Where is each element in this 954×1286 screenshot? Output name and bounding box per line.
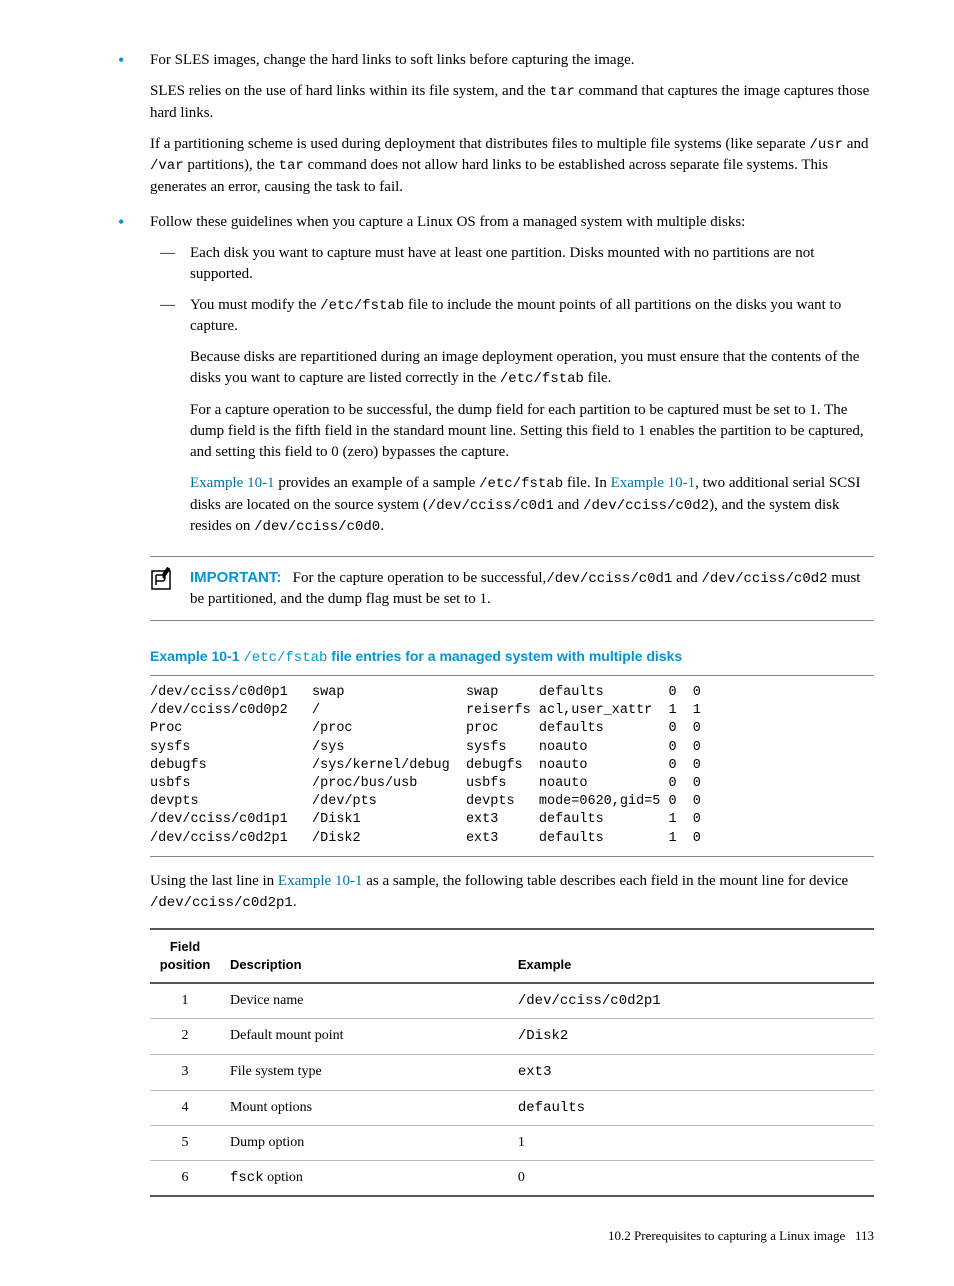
- text: For the capture operation to be successf…: [293, 570, 547, 586]
- text: .: [293, 894, 297, 910]
- example-rest: file entries for a managed system with m…: [327, 648, 682, 664]
- fields-table: Field position Description Example 1Devi…: [150, 928, 874, 1198]
- text: and: [672, 570, 701, 586]
- cell-example: ext3: [518, 1055, 874, 1091]
- cell-example: 0: [518, 1160, 874, 1196]
- example-block: Example 10-1 /etc/fstab file entries for…: [150, 639, 874, 857]
- important-callout: IMPORTANT: For the capture operation to …: [150, 556, 874, 622]
- code: /etc/fstab: [479, 476, 563, 492]
- code: /usr: [809, 137, 843, 153]
- important-label: IMPORTANT:: [190, 569, 281, 586]
- cell-position: 3: [150, 1055, 230, 1091]
- cell-description: Mount options: [230, 1090, 518, 1126]
- cell-description: Device name: [230, 983, 518, 1019]
- text: SLES relies on the use of hard links wit…: [150, 83, 550, 99]
- text: You must modify the: [190, 297, 320, 313]
- fstab-listing: /dev/cciss/c0d0p1 swap swap defaults 0 0…: [150, 675, 874, 857]
- cell-position: 5: [150, 1126, 230, 1161]
- text: Each disk you want to capture must have …: [190, 245, 814, 282]
- code: /dev/cciss/c0d2p1: [150, 895, 293, 911]
- sub-item: Each disk you want to capture must have …: [190, 243, 874, 285]
- table-header-row: Field position Description Example: [150, 929, 874, 983]
- example-link[interactable]: Example 10-1: [278, 873, 363, 889]
- header-text: Field position: [155, 938, 215, 974]
- cell-example: 1: [518, 1126, 874, 1161]
- cell-example: /Disk2: [518, 1019, 874, 1055]
- code: /etc/fstab: [500, 371, 584, 387]
- text: as a sample, the following table describ…: [362, 873, 848, 889]
- sub-list: Each disk you want to capture must have …: [150, 243, 874, 538]
- table-row: 1Device name/dev/cciss/c0d2p1: [150, 983, 874, 1019]
- cell-position: 6: [150, 1160, 230, 1196]
- table-row: 5Dump option1: [150, 1126, 874, 1161]
- example-label: Example 10-1: [150, 648, 243, 664]
- main-bullet-list: For SLES images, change the hard links t…: [80, 50, 874, 538]
- page-footer: 10.2 Prerequisites to capturing a Linux …: [80, 1227, 874, 1245]
- text: Follow these guidelines when you capture…: [150, 214, 745, 230]
- code: /dev/cciss/c0d1: [546, 571, 672, 587]
- text: and: [554, 497, 583, 513]
- code: /var: [150, 158, 184, 174]
- text: and: [843, 136, 868, 152]
- text: provides an example of a sample: [275, 475, 480, 491]
- cell-description: Dump option: [230, 1126, 518, 1161]
- text: partitions), the: [184, 157, 279, 173]
- cell-description: File system type: [230, 1055, 518, 1091]
- important-icon: [150, 567, 176, 600]
- cell-position: 1: [150, 983, 230, 1019]
- example-title: Example 10-1 /etc/fstab file entries for…: [150, 639, 874, 675]
- text: Using the last line in: [150, 873, 278, 889]
- table-row: 2Default mount point/Disk2: [150, 1019, 874, 1055]
- table-row: 6fsck option0: [150, 1160, 874, 1196]
- code: /dev/cciss/c0d0: [254, 519, 380, 535]
- text: file. In: [563, 475, 610, 491]
- code: tar: [279, 158, 304, 174]
- code: /dev/cciss/c0d1: [428, 498, 554, 514]
- example-path: /etc/fstab: [243, 650, 327, 666]
- col-description: Description: [230, 929, 518, 983]
- footer-section: 10.2 Prerequisites to capturing a Linux …: [608, 1228, 845, 1243]
- bullet-guidelines: Follow these guidelines when you capture…: [150, 212, 874, 538]
- code: tar: [550, 84, 575, 100]
- code: /etc/fstab: [320, 298, 404, 314]
- example-link[interactable]: Example 10-1: [190, 475, 275, 491]
- cell-description: Default mount point: [230, 1019, 518, 1055]
- text: If a partitioning scheme is used during …: [150, 136, 809, 152]
- cell-position: 4: [150, 1090, 230, 1126]
- important-body: IMPORTANT: For the capture operation to …: [190, 567, 874, 611]
- cell-example: /dev/cciss/c0d2p1: [518, 983, 874, 1019]
- text: For SLES images, change the hard links t…: [150, 52, 634, 68]
- example-link[interactable]: Example 10-1: [611, 475, 696, 491]
- table-row: 4Mount optionsdefaults: [150, 1090, 874, 1126]
- col-example: Example: [518, 929, 874, 983]
- code: /dev/cciss/c0d2: [583, 498, 709, 514]
- after-example-paragraph: Using the last line in Example 10-1 as a…: [150, 871, 874, 914]
- table-row: 3File system typeext3: [150, 1055, 874, 1091]
- cell-description: fsck option: [230, 1160, 518, 1196]
- cell-example: defaults: [518, 1090, 874, 1126]
- text: For a capture operation to be successful…: [190, 402, 864, 460]
- cell-position: 2: [150, 1019, 230, 1055]
- text: .: [380, 518, 384, 534]
- code: /dev/cciss/c0d2: [702, 571, 828, 587]
- footer-page: 113: [855, 1228, 874, 1243]
- text: file.: [584, 370, 612, 386]
- sub-item: You must modify the /etc/fstab file to i…: [190, 295, 874, 538]
- col-field-position: Field position: [150, 929, 230, 983]
- bullet-sles: For SLES images, change the hard links t…: [150, 50, 874, 198]
